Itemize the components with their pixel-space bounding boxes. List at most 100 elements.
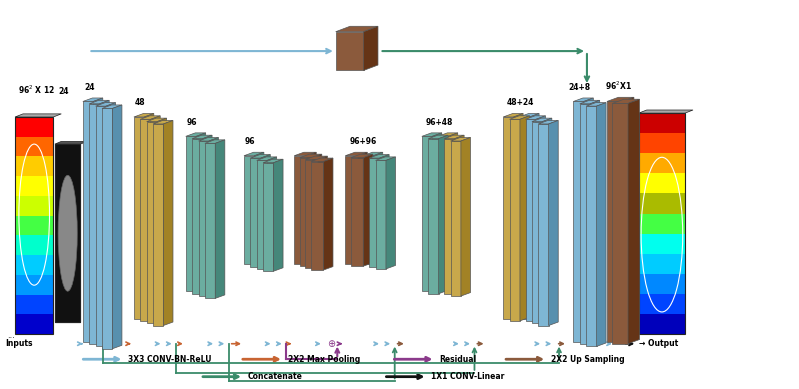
Polygon shape [185, 137, 196, 291]
Polygon shape [519, 117, 530, 319]
Polygon shape [539, 124, 549, 326]
Ellipse shape [58, 175, 78, 291]
Polygon shape [432, 133, 442, 291]
Polygon shape [15, 117, 54, 137]
Polygon shape [461, 138, 471, 296]
Bar [55, 144, 81, 322]
Polygon shape [543, 118, 552, 323]
Polygon shape [215, 140, 225, 298]
Polygon shape [311, 158, 333, 161]
Polygon shape [305, 159, 318, 268]
Polygon shape [638, 193, 685, 214]
Polygon shape [351, 154, 373, 158]
Text: 96$^2$ X 12: 96$^2$ X 12 [18, 83, 56, 96]
Polygon shape [83, 98, 103, 102]
Polygon shape [205, 140, 225, 143]
Text: Inputs: Inputs [6, 339, 33, 348]
Polygon shape [141, 119, 151, 321]
Polygon shape [209, 138, 218, 296]
Polygon shape [157, 118, 167, 323]
Polygon shape [300, 154, 322, 158]
Polygon shape [15, 294, 54, 314]
Polygon shape [345, 152, 368, 156]
Polygon shape [590, 100, 600, 344]
Polygon shape [15, 255, 54, 275]
Polygon shape [300, 158, 312, 266]
Polygon shape [503, 114, 523, 117]
Polygon shape [15, 114, 62, 117]
Bar [15, 117, 54, 334]
Text: 96: 96 [187, 118, 197, 127]
Text: 24+8: 24+8 [569, 83, 590, 92]
Polygon shape [574, 102, 584, 342]
Text: 1X1 CONV-Linear: 1X1 CONV-Linear [431, 372, 505, 381]
Polygon shape [363, 156, 373, 264]
Polygon shape [192, 139, 202, 294]
Polygon shape [83, 102, 93, 342]
Polygon shape [422, 137, 432, 291]
Polygon shape [380, 154, 389, 266]
Polygon shape [455, 135, 464, 294]
Polygon shape [364, 154, 373, 266]
Text: 3X3 CONV-BN-ReLU: 3X3 CONV-BN-ReLU [129, 355, 212, 364]
Polygon shape [15, 196, 54, 216]
Polygon shape [263, 163, 273, 271]
Polygon shape [638, 234, 685, 254]
Polygon shape [100, 100, 109, 344]
Polygon shape [549, 121, 559, 326]
Polygon shape [386, 157, 396, 269]
Polygon shape [628, 99, 639, 344]
Polygon shape [151, 116, 161, 321]
Polygon shape [256, 157, 276, 160]
Polygon shape [164, 121, 173, 326]
Polygon shape [93, 98, 103, 342]
Polygon shape [580, 100, 600, 104]
Bar [638, 113, 685, 334]
Text: ...: ... [7, 331, 15, 340]
Polygon shape [514, 114, 523, 319]
Text: 96: 96 [245, 137, 256, 146]
Polygon shape [438, 133, 458, 137]
Polygon shape [336, 26, 378, 32]
Polygon shape [613, 103, 628, 344]
Polygon shape [55, 141, 87, 144]
Polygon shape [153, 124, 164, 326]
Polygon shape [376, 157, 396, 160]
Polygon shape [89, 104, 100, 344]
Polygon shape [312, 154, 322, 266]
Text: 96$^2$X1: 96$^2$X1 [605, 79, 631, 92]
Polygon shape [147, 122, 157, 323]
Polygon shape [638, 113, 685, 133]
Polygon shape [536, 116, 546, 321]
Polygon shape [520, 116, 530, 321]
Polygon shape [428, 139, 439, 294]
Text: 24: 24 [58, 87, 69, 96]
Polygon shape [324, 158, 333, 270]
Polygon shape [532, 122, 543, 323]
Polygon shape [503, 117, 514, 319]
Polygon shape [294, 156, 307, 264]
Polygon shape [638, 274, 685, 294]
Polygon shape [185, 133, 205, 137]
Polygon shape [260, 154, 270, 266]
Text: 96+48: 96+48 [426, 118, 453, 127]
Polygon shape [318, 156, 328, 268]
Text: Residual: Residual [439, 355, 476, 364]
Polygon shape [192, 135, 212, 139]
Polygon shape [586, 103, 606, 106]
Text: 96+96: 96+96 [349, 137, 376, 146]
Polygon shape [198, 141, 209, 296]
Polygon shape [422, 133, 442, 137]
Polygon shape [607, 97, 634, 102]
Polygon shape [102, 109, 113, 349]
Polygon shape [364, 26, 378, 70]
Polygon shape [273, 159, 283, 271]
Text: Concatenate: Concatenate [248, 372, 303, 381]
Polygon shape [196, 133, 205, 291]
Polygon shape [638, 133, 685, 153]
Polygon shape [147, 118, 167, 122]
Polygon shape [638, 314, 685, 334]
Polygon shape [15, 176, 54, 196]
Polygon shape [539, 121, 559, 124]
Polygon shape [113, 105, 122, 349]
